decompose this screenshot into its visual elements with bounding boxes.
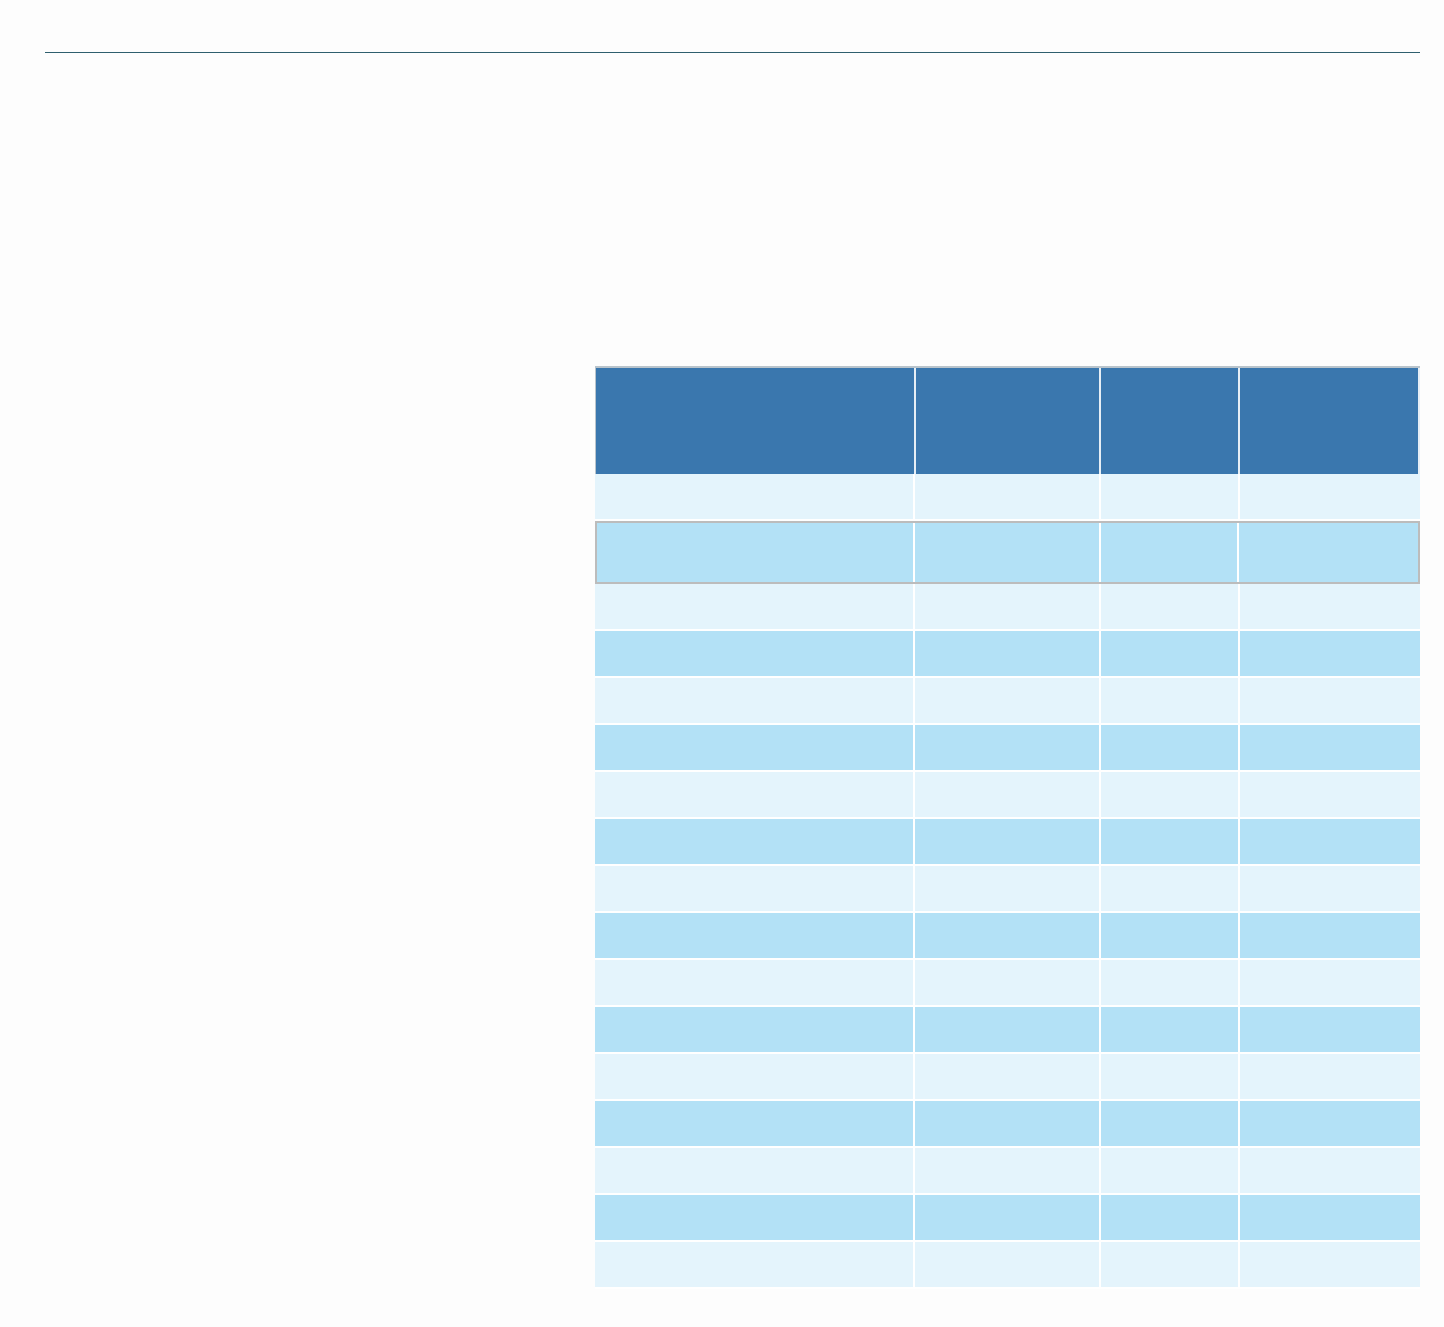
table-cell (915, 1007, 1101, 1052)
table-row[interactable] (595, 1148, 1420, 1195)
table-cell (915, 678, 1101, 723)
table-cell (1101, 474, 1240, 519)
table-cell (595, 584, 915, 629)
table-row[interactable] (595, 772, 1420, 819)
table-cell (595, 960, 915, 1005)
table-cell (1240, 866, 1420, 911)
table-cell (915, 772, 1101, 817)
table-cell (595, 725, 915, 770)
table-row[interactable] (595, 1054, 1420, 1101)
table-cell (1238, 523, 1418, 582)
table-cell (1101, 1007, 1240, 1052)
table-row[interactable] (595, 678, 1420, 725)
table-cell (1101, 678, 1240, 723)
table-cell (915, 866, 1101, 911)
table-cell (915, 1195, 1101, 1240)
table-cell (1101, 772, 1240, 817)
table-cell (1101, 584, 1240, 629)
table-cell (1240, 474, 1420, 519)
table-cell (595, 819, 915, 864)
table-cell (915, 474, 1101, 519)
table-cell (1240, 1054, 1420, 1099)
divider (45, 52, 1420, 53)
table-row[interactable] (595, 1242, 1420, 1289)
table-cell (595, 1007, 915, 1052)
table-cell (1101, 1148, 1240, 1193)
table-cell (915, 725, 1101, 770)
table-cell (1101, 819, 1240, 864)
table-cell (1101, 913, 1240, 958)
table-cell (1240, 1242, 1420, 1287)
table-row[interactable] (595, 1101, 1420, 1148)
header-cell (1240, 368, 1420, 474)
table-cell (915, 1242, 1101, 1287)
table-cell (1101, 1101, 1240, 1146)
table-cell (1240, 772, 1420, 817)
table-cell (1240, 1007, 1420, 1052)
table-cell (915, 819, 1101, 864)
table-cell (595, 1242, 915, 1287)
table-row[interactable] (595, 1007, 1420, 1054)
table-row[interactable] (595, 866, 1420, 913)
table-row[interactable] (595, 913, 1420, 960)
table-cell (1240, 631, 1420, 676)
table-cell (595, 678, 915, 723)
table-cell (915, 960, 1101, 1005)
table-cell (1240, 1148, 1420, 1193)
table-cell (597, 523, 916, 582)
table-cell (915, 631, 1101, 676)
table-cell (1240, 1101, 1420, 1146)
table-cell (595, 1195, 915, 1240)
table-cell (1240, 913, 1420, 958)
table-cell (595, 866, 915, 911)
table-row[interactable] (595, 960, 1420, 1007)
table-cell (915, 1148, 1101, 1193)
table-cell (1240, 584, 1420, 629)
table-cell (1240, 960, 1420, 1005)
header-cell (1101, 368, 1241, 474)
table-cell (1240, 725, 1420, 770)
table-cell (1101, 725, 1240, 770)
table-cell (915, 1101, 1101, 1146)
table-cell (1101, 1242, 1240, 1287)
table-row[interactable] (595, 631, 1420, 678)
table-cell (595, 1101, 915, 1146)
table-cell (1101, 1195, 1240, 1240)
table-row[interactable] (595, 725, 1420, 772)
table-cell (595, 1054, 915, 1099)
table-row[interactable] (595, 584, 1420, 631)
table-cell (1240, 1195, 1420, 1240)
table-cell (1101, 1054, 1240, 1099)
table-cell (595, 1148, 915, 1193)
table-cell (1100, 523, 1239, 582)
table-cell (1101, 960, 1240, 1005)
table-cell (915, 1054, 1101, 1099)
header-row (595, 366, 1420, 474)
table-row[interactable] (595, 521, 1420, 584)
header-cell (916, 368, 1102, 474)
table-cell (1101, 631, 1240, 676)
table-cell (1240, 819, 1420, 864)
table-cell (595, 913, 915, 958)
header-cell (596, 368, 916, 474)
table-row[interactable] (595, 1195, 1420, 1242)
table-cell (915, 584, 1101, 629)
table-row[interactable] (595, 819, 1420, 866)
table-cell (595, 474, 915, 519)
table-cell (915, 913, 1101, 958)
table-cell (1101, 866, 1240, 911)
table-cell (1240, 678, 1420, 723)
table-cell (595, 631, 915, 676)
table-cell (915, 523, 1101, 582)
table-row[interactable] (595, 474, 1420, 521)
table-cell (595, 772, 915, 817)
